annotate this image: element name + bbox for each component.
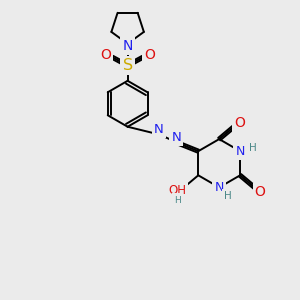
Text: O: O [100,48,111,62]
Text: N: N [214,181,224,194]
Text: N: N [171,131,181,144]
Text: O: O [255,185,266,199]
Text: H: H [224,191,232,201]
Text: N: N [122,39,133,53]
Text: O: O [234,116,245,130]
Text: O: O [144,48,155,62]
Text: N: N [236,145,245,158]
Text: H: H [250,143,257,153]
Text: OH: OH [168,184,186,197]
Text: N: N [154,123,164,136]
Text: S: S [123,58,133,73]
Text: H: H [174,196,181,205]
